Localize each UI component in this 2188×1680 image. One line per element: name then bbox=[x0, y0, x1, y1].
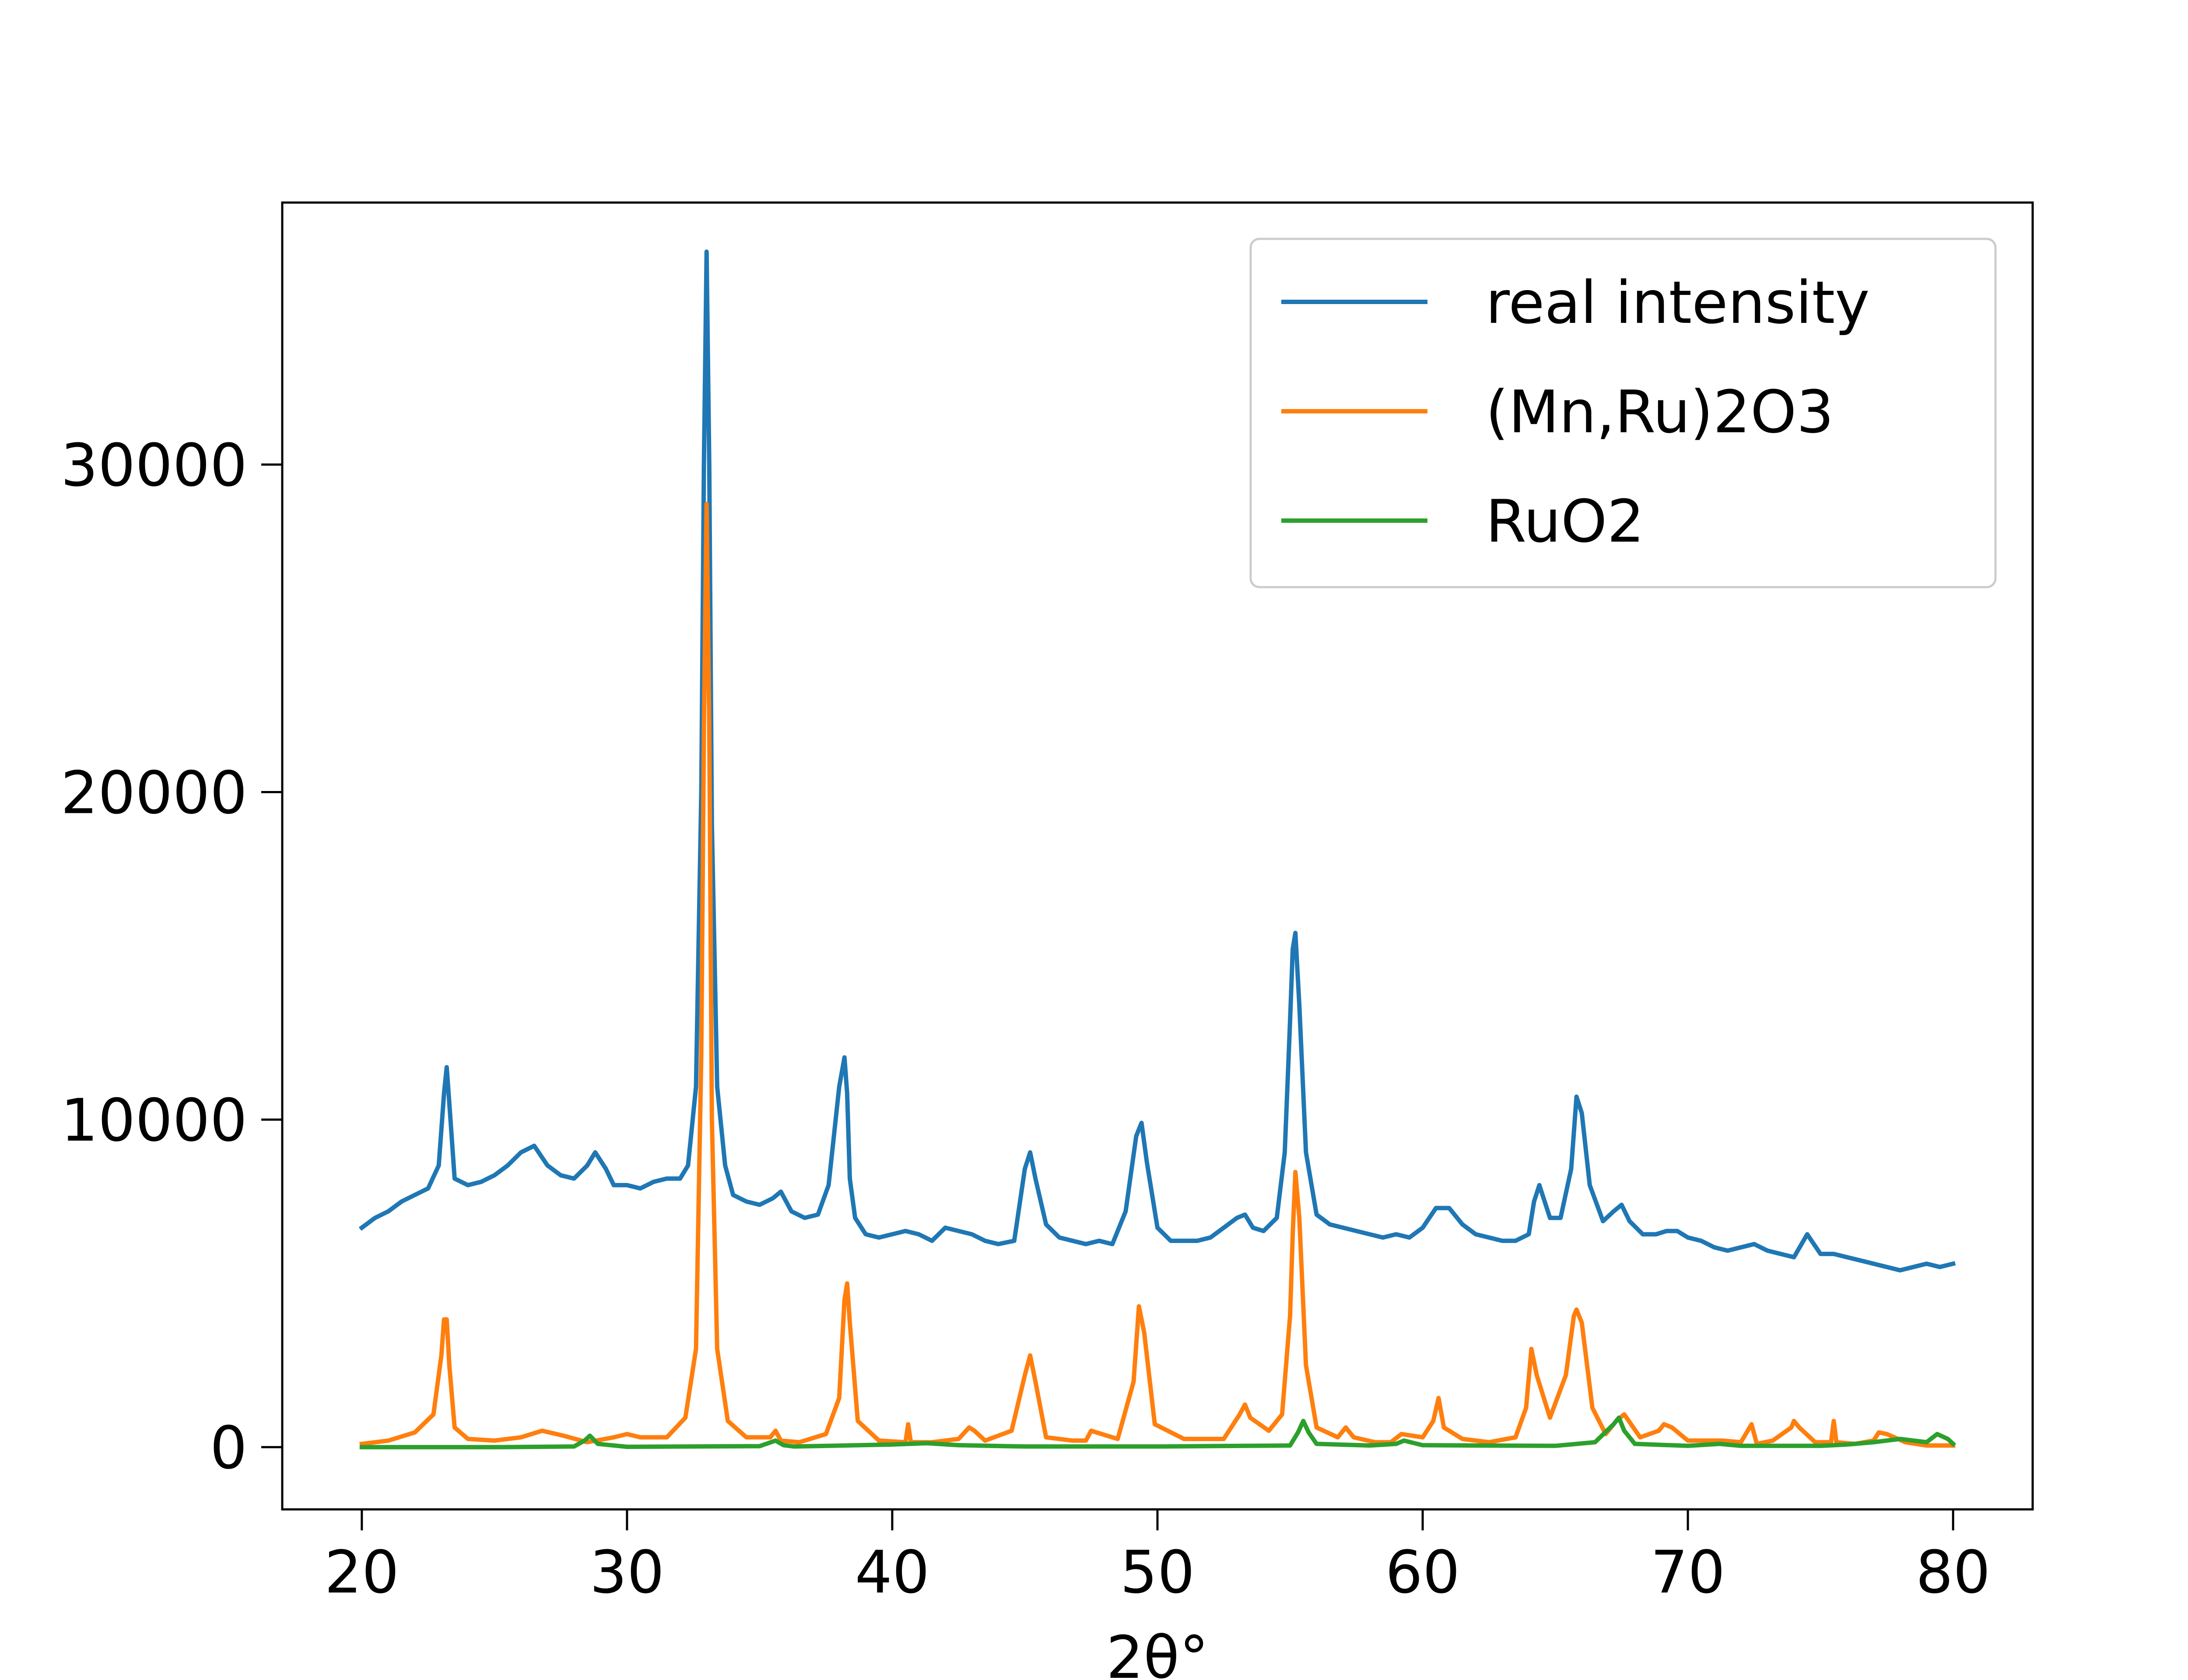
series-line-0 bbox=[358, 249, 1956, 1273]
y-tick-label: 10000 bbox=[61, 1086, 247, 1155]
legend-label: RuO2 bbox=[1486, 487, 1645, 556]
x-tick-label: 60 bbox=[1385, 1538, 1460, 1606]
x-axis: 20 30 40 50 60 70 80 bbox=[325, 1509, 1991, 1606]
legend: real intensity (Mn,Ru)2O3 RuO2 bbox=[1249, 238, 1997, 588]
y-tick-label: 0 bbox=[210, 1414, 247, 1482]
x-tick-label: 70 bbox=[1651, 1538, 1725, 1606]
legend-box bbox=[1249, 238, 1997, 588]
legend-label: (Mn,Ru)2O3 bbox=[1486, 378, 1834, 446]
x-tick-label: 50 bbox=[1120, 1538, 1195, 1606]
series-line-2 bbox=[359, 1415, 1957, 1449]
y-tick-label: 20000 bbox=[61, 759, 247, 827]
y-axis: 0 10000 20000 30000 bbox=[61, 431, 282, 1482]
series-line-1 bbox=[359, 501, 1956, 1448]
x-tick-label: 30 bbox=[590, 1538, 665, 1606]
x-axis-title: 2θ° bbox=[1106, 1624, 1209, 1680]
legend-label: real intensity bbox=[1486, 269, 1869, 337]
x-tick-label: 40 bbox=[855, 1538, 930, 1606]
x-tick-label: 80 bbox=[1916, 1538, 1991, 1606]
plot-area bbox=[358, 249, 1957, 1449]
y-tick-label: 30000 bbox=[61, 431, 247, 500]
x-tick-label: 20 bbox=[325, 1538, 400, 1606]
